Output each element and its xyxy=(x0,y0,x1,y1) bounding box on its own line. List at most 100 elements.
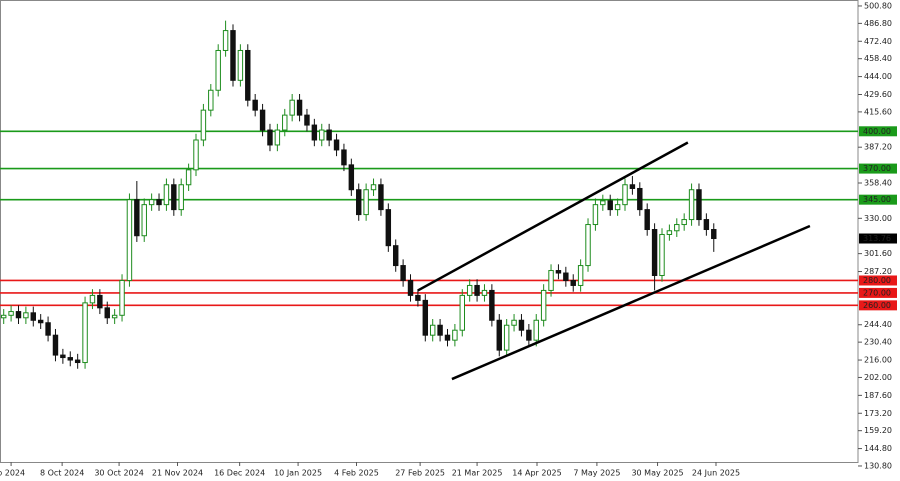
x-tick-label: p 2024 xyxy=(0,469,25,478)
x-tick-label: 8 Oct 2024 xyxy=(40,469,84,478)
candle-body xyxy=(659,233,665,277)
candle-body xyxy=(496,319,502,351)
candle-body xyxy=(134,199,140,237)
candle-body xyxy=(252,99,258,111)
y-tick-label: 230.40 xyxy=(864,338,892,347)
candle-body xyxy=(82,302,88,364)
y-tick-label: 130.80 xyxy=(864,461,892,470)
x-tick-label: 30 May 2025 xyxy=(631,469,683,478)
candle-body xyxy=(637,187,643,211)
x-tick-label: 16 Dec 2024 xyxy=(214,469,265,478)
level-tag xyxy=(859,300,897,311)
level-label: 370.00 xyxy=(863,164,891,173)
candle-body xyxy=(674,224,680,232)
x-tick-label: 30 Oct 2024 xyxy=(94,469,143,478)
candle-body xyxy=(629,184,636,189)
candle-body xyxy=(245,49,251,101)
candle-body xyxy=(644,209,650,231)
candle-body xyxy=(600,200,606,206)
candle-body xyxy=(356,189,362,216)
x-tick-label: 10 Jan 2025 xyxy=(274,469,322,478)
candle-body xyxy=(230,30,236,81)
candle-body xyxy=(555,270,562,274)
candle-body xyxy=(0,314,7,319)
y-tick-label: 187.60 xyxy=(864,391,892,400)
y-tick-label: 287.20 xyxy=(864,267,892,276)
candle-body xyxy=(60,354,66,359)
candle-body xyxy=(563,272,569,281)
candle-body xyxy=(614,204,621,211)
level-label: 270.00 xyxy=(863,288,891,297)
candle-body xyxy=(392,245,399,267)
x-tick-label: 27 Feb 2025 xyxy=(395,469,445,478)
candle-body xyxy=(703,219,710,231)
candle-body xyxy=(666,230,673,235)
candle-body xyxy=(8,311,14,316)
candle-body xyxy=(437,324,443,336)
trendline xyxy=(451,224,811,381)
candle-body xyxy=(400,265,406,281)
level-tag xyxy=(859,194,897,205)
candle-body xyxy=(304,114,310,126)
candle-body xyxy=(533,319,539,341)
candle-body xyxy=(319,129,325,141)
candle-body xyxy=(193,139,199,171)
candle-body xyxy=(52,334,59,356)
y-tick-label: 144.80 xyxy=(864,444,892,453)
candle-body xyxy=(148,199,155,206)
y-tick-label: 472.40 xyxy=(864,37,892,46)
y-tick-label: 202.00 xyxy=(864,373,892,382)
candle-body xyxy=(237,49,244,81)
candle-body xyxy=(200,109,207,141)
candle-body xyxy=(452,329,458,341)
candle-body xyxy=(89,294,96,304)
candle-body xyxy=(592,204,599,226)
candle-body xyxy=(585,224,591,267)
candle-body xyxy=(526,329,532,341)
candle-body xyxy=(489,289,495,321)
last-price-label: 313.76 xyxy=(863,234,891,243)
candle-body xyxy=(511,319,517,326)
candle-body xyxy=(696,189,702,221)
y-tick-label: 415.60 xyxy=(864,107,892,116)
candle-body xyxy=(622,184,628,206)
candle-body xyxy=(415,294,421,301)
candle-body xyxy=(311,124,318,141)
level-tag xyxy=(859,287,897,298)
y-tick-label: 486.80 xyxy=(864,19,892,28)
candle-body xyxy=(688,189,695,221)
y-tick-label: 500.80 xyxy=(864,1,892,10)
candle-body xyxy=(23,312,29,319)
y-tick-label: 387.20 xyxy=(864,143,892,152)
candle-body xyxy=(119,279,125,316)
candle-body xyxy=(548,270,554,291)
level-label: 400.00 xyxy=(863,127,891,136)
candle-body xyxy=(185,169,192,186)
candle-body xyxy=(385,209,392,247)
candle-body xyxy=(348,164,355,191)
candle-body xyxy=(267,129,273,146)
y-tick-label: 244.40 xyxy=(864,320,892,329)
candle-body xyxy=(466,284,473,296)
candle-body xyxy=(171,184,177,211)
candle-body xyxy=(326,129,332,141)
candle-body xyxy=(651,229,658,277)
candle-body xyxy=(607,200,613,211)
candle-body xyxy=(67,357,73,361)
candle-body xyxy=(259,109,266,131)
y-tick-label: 358.40 xyxy=(864,179,892,188)
candle-body xyxy=(422,299,429,336)
candle-body xyxy=(296,99,303,116)
candle-body xyxy=(178,184,184,211)
candle-body xyxy=(518,319,525,331)
candle-body xyxy=(681,219,687,226)
candle-body xyxy=(104,307,110,319)
candle-body xyxy=(289,99,295,116)
candle-body xyxy=(370,184,377,191)
candle-body xyxy=(341,149,347,166)
x-tick-label: 21 Mar 2025 xyxy=(452,469,503,478)
candle-body xyxy=(444,334,451,341)
trendline xyxy=(417,141,689,292)
